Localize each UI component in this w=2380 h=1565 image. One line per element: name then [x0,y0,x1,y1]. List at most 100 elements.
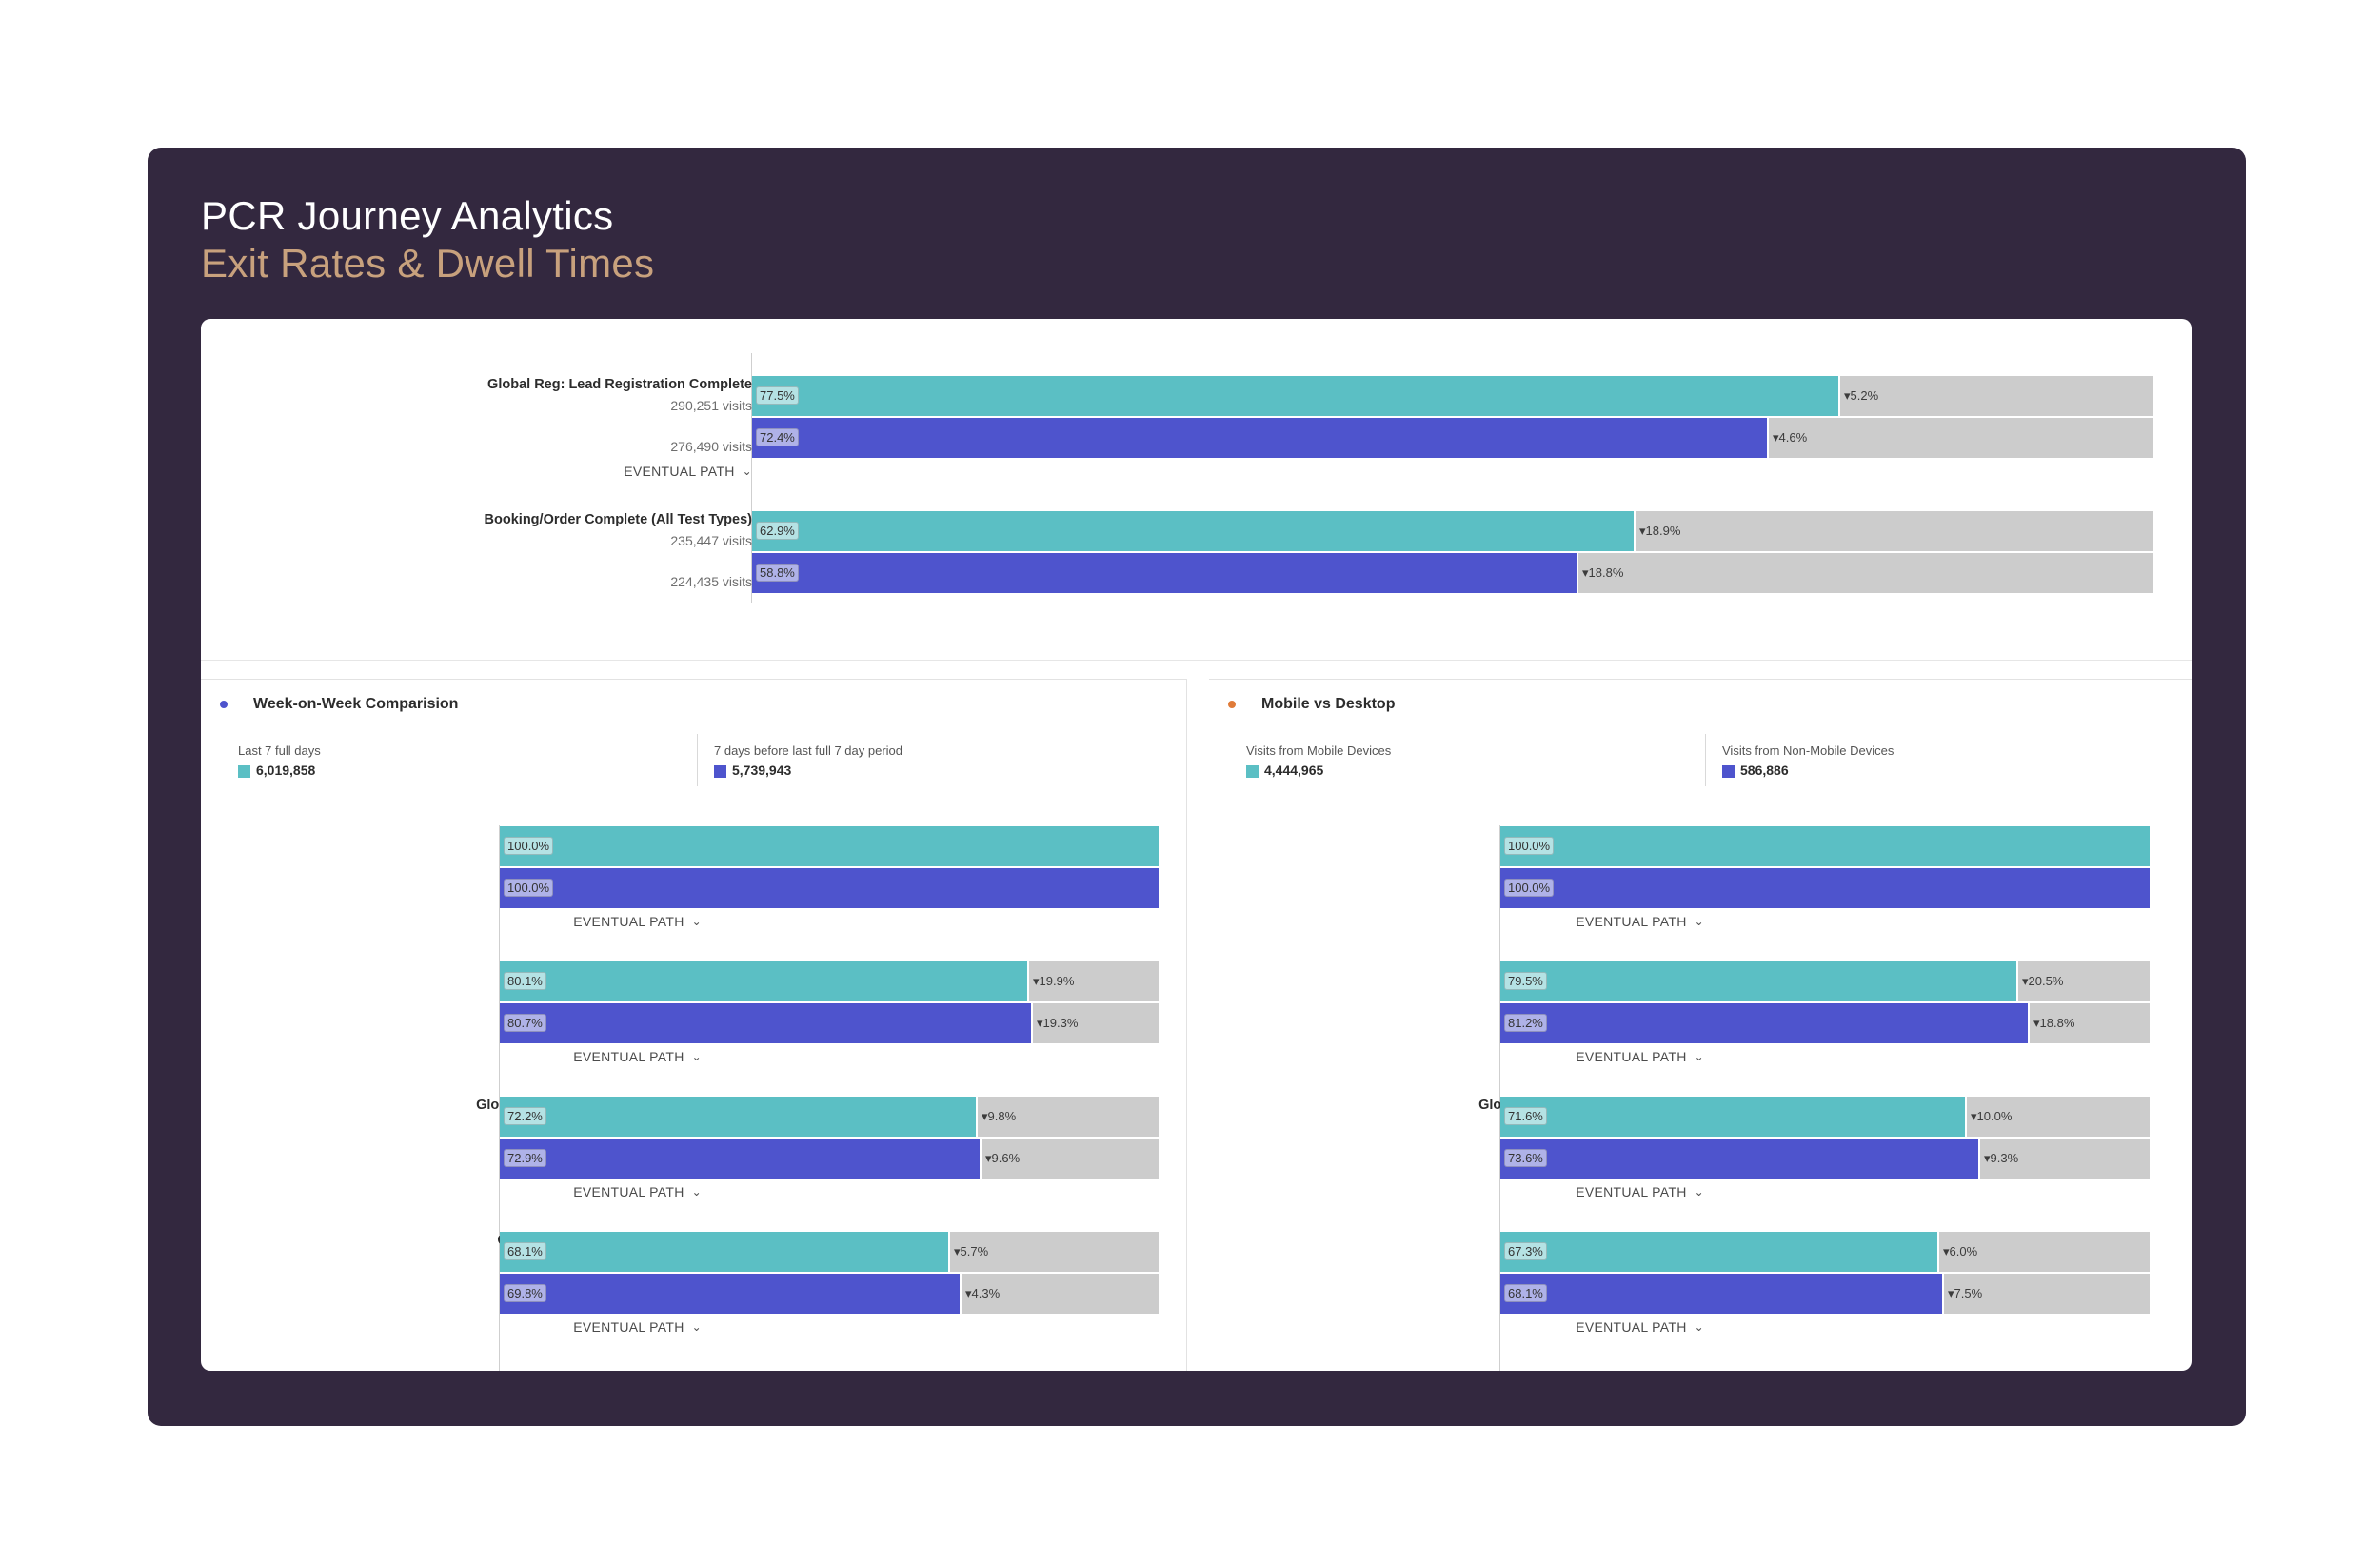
panel-0-segment-a-value: 6,019,858 [256,763,316,778]
eventual-path-label: EVENTUAL PATH [1576,1049,1687,1064]
step-p0-2-bar-a-separator [976,1097,978,1137]
step-p1-1-bar-b-fill: 81.2% [1500,1003,2028,1043]
step-p0-0-bar-a-fill: 100.0% [500,826,1159,866]
step-top-0-bar-a-track[interactable]: 77.5% ▾5.2% [752,376,2153,416]
chevron-down-icon: ⌄ [691,1050,702,1063]
chevron-down-icon: ⌄ [691,1320,702,1334]
step-p1-1-bar-b-track[interactable]: 81.2% ▾18.8% [1500,1003,2150,1043]
step-p1-0-bar-a-track[interactable]: 100.0% [1500,826,2150,866]
step-top-0-visits-b: 276,490 visits [670,439,752,454]
step-top-1-bar-a-track[interactable]: 62.9% ▾18.9% [752,511,2153,551]
step-p1-0-eventual-path-toggle[interactable]: EVENTUAL PATH ⌄ [1576,914,1704,929]
eventual-path-label: EVENTUAL PATH [573,914,684,929]
step-p0-1-bar-b-fill: 80.7% [500,1003,1031,1043]
panel-1-segment-b-value: 586,886 [1740,763,1789,778]
step-p1-3-bar-a-track[interactable]: 67.3% ▾6.0% [1500,1232,2150,1272]
step-p0-1-bar-a-dropoff-label: ▾19.9% [1033,974,1075,988]
eventual-path-label: EVENTUAL PATH [1576,1184,1687,1199]
step-top-1-bar-a-dropoff-label: ▾18.9% [1639,524,1681,538]
eventual-path-label: EVENTUAL PATH [624,464,735,479]
step-p0-1-bar-b-dropoff-label: ▾19.3% [1037,1016,1079,1030]
step-p1-2-bar-a-percent-label: 71.6% [1504,1107,1547,1125]
step-p1-1-bar-b-dropoff-label: ▾18.8% [2033,1016,2075,1030]
report-card: Global Reg: Lead Registration Complete 29… [201,319,2192,1371]
step-top-1-visits-a: 235,447 visits [670,533,752,548]
step-p0-3-bar-a-separator [948,1232,950,1272]
step-p0-0-bar-b-percent-label: 100.0% [504,879,554,897]
step-p0-2-eventual-path-toggle[interactable]: EVENTUAL PATH ⌄ [573,1184,702,1199]
step-p1-2-bar-b-track[interactable]: 73.6% ▾9.3% [1500,1139,2150,1179]
step-p1-1-eventual-path-toggle[interactable]: EVENTUAL PATH ⌄ [1576,1049,1704,1064]
step-top-0-bar-b-fill: 72.4% [752,418,1767,458]
panel-1-segment-a-value: 4,444,965 [1264,763,1324,778]
step-p1-0-bar-a-percent-label: 100.0% [1504,837,1555,855]
eventual-path-label: EVENTUAL PATH [573,1049,684,1064]
step-p0-2-bar-a-track[interactable]: 72.2% ▾9.8% [500,1097,1159,1137]
step-p1-3-bar-a-fill: 67.3% [1500,1232,1937,1272]
step-p1-2-bar-a-separator [1965,1097,1967,1137]
panel-0-segment-b-label: 7 days before last full 7 day period [714,743,903,758]
funnel-axis [751,353,752,603]
step-p0-1-bar-b-track[interactable]: 80.7% ▾19.3% [500,1003,1159,1043]
step-p0-1-bar-b-separator [1031,1003,1033,1043]
step-top-0-bar-b-dropoff-label: ▾4.6% [1773,430,1808,445]
step-p1-1-bar-a-fill: 79.5% [1500,961,2016,1001]
step-p1-2-bar-b-percent-label: 73.6% [1504,1149,1547,1167]
panel-0-right-border [1186,679,1187,1371]
step-p0-1-bar-a-fill: 80.1% [500,961,1027,1001]
panel-1-segment-a-label: Visits from Mobile Devices [1246,743,1392,758]
step-p0-3-bar-a-percent-label: 68.1% [504,1242,546,1260]
step-p0-3-bar-b-track[interactable]: 69.8% ▾4.3% [500,1274,1159,1314]
step-p1-3-bar-b-track[interactable]: 68.1% ▾7.5% [1500,1274,2150,1314]
step-p1-0-bar-b-percent-label: 100.0% [1504,879,1555,897]
chevron-down-icon: ⌄ [691,915,702,928]
panel-0-funnel-axis [499,825,500,1371]
step-top-1-bar-b-track[interactable]: 58.8% ▾18.8% [752,553,2153,593]
step-p1-3-eventual-path-toggle[interactable]: EVENTUAL PATH ⌄ [1576,1319,1704,1335]
step-top-1-bar-b-dropoff-label: ▾18.8% [1582,565,1624,580]
step-p1-2-bar-a-track[interactable]: 71.6% ▾10.0% [1500,1097,2150,1137]
step-p0-2-bar-b-separator [980,1139,982,1179]
step-top-0-visits-a: 290,251 visits [670,398,752,413]
step-top-1-visits-b: 224,435 visits [670,574,752,589]
step-p0-2-bar-a-percent-label: 72.2% [504,1107,546,1125]
step-p0-0-bar-a-track[interactable]: 100.0% [500,826,1159,866]
step-top-0-name: Global Reg: Lead Registration Complete [487,377,752,392]
step-top-0-bar-b-separator [1767,418,1769,458]
step-top-1-bar-a-separator [1634,511,1636,551]
step-p0-0-eventual-path-toggle[interactable]: EVENTUAL PATH ⌄ [573,914,702,929]
step-p1-3-bar-b-fill: 68.1% [1500,1274,1942,1314]
step-top-1-bar-b-separator [1577,553,1578,593]
page-title: PCR Journey Analytics [201,193,614,238]
step-top-0-eventual-path-toggle[interactable]: EVENTUAL PATH ⌄ [624,464,752,479]
step-p0-2-bar-b-dropoff-label: ▾9.6% [985,1151,1021,1165]
step-p0-3-bar-a-track[interactable]: 68.1% ▾5.7% [500,1232,1159,1272]
panel-0-segment-a-swatch [238,765,250,778]
step-top-0-bar-a-percent-label: 77.5% [756,386,799,405]
step-p0-2-bar-b-track[interactable]: 72.9% ▾9.6% [500,1139,1159,1179]
step-p0-1-bar-a-percent-label: 80.1% [504,972,546,990]
step-p0-1-bar-a-track[interactable]: 80.1% ▾19.9% [500,961,1159,1001]
step-p1-2-eventual-path-toggle[interactable]: EVENTUAL PATH ⌄ [1576,1184,1704,1199]
step-p0-0-bar-b-track[interactable]: 100.0% [500,868,1159,908]
eventual-path-label: EVENTUAL PATH [573,1319,684,1335]
step-p0-3-bar-a-dropoff-label: ▾5.7% [954,1244,989,1258]
step-p1-2-bar-a-fill: 71.6% [1500,1097,1965,1137]
step-p1-1-bar-a-percent-label: 79.5% [1504,972,1547,990]
step-p1-0-bar-a-fill: 100.0% [1500,826,2150,866]
step-p0-3-eventual-path-toggle[interactable]: EVENTUAL PATH ⌄ [573,1319,702,1335]
step-p1-1-bar-a-track[interactable]: 79.5% ▾20.5% [1500,961,2150,1001]
step-top-1-name: Booking/Order Complete (All Test Types) [484,512,752,527]
step-top-0-bar-b-track[interactable]: 72.4% ▾4.6% [752,418,2153,458]
step-p1-1-bar-a-dropoff-label: ▾20.5% [2022,974,2064,988]
chevron-down-icon: ⌄ [1694,1320,1704,1334]
step-p0-2-bar-a-dropoff-label: ▾9.8% [982,1109,1017,1123]
step-top-0-bar-a-separator [1838,376,1840,416]
eventual-path-label: EVENTUAL PATH [1576,914,1687,929]
step-p0-1-eventual-path-toggle[interactable]: EVENTUAL PATH ⌄ [573,1049,702,1064]
step-p0-2-bar-b-fill: 72.9% [500,1139,980,1179]
step-p1-0-bar-b-track[interactable]: 100.0% [1500,868,2150,908]
panel-0-segment-divider [697,734,698,786]
panel-0-title: Week-on-Week Comparision [253,696,459,712]
panel-1-top-border [1209,679,2192,680]
